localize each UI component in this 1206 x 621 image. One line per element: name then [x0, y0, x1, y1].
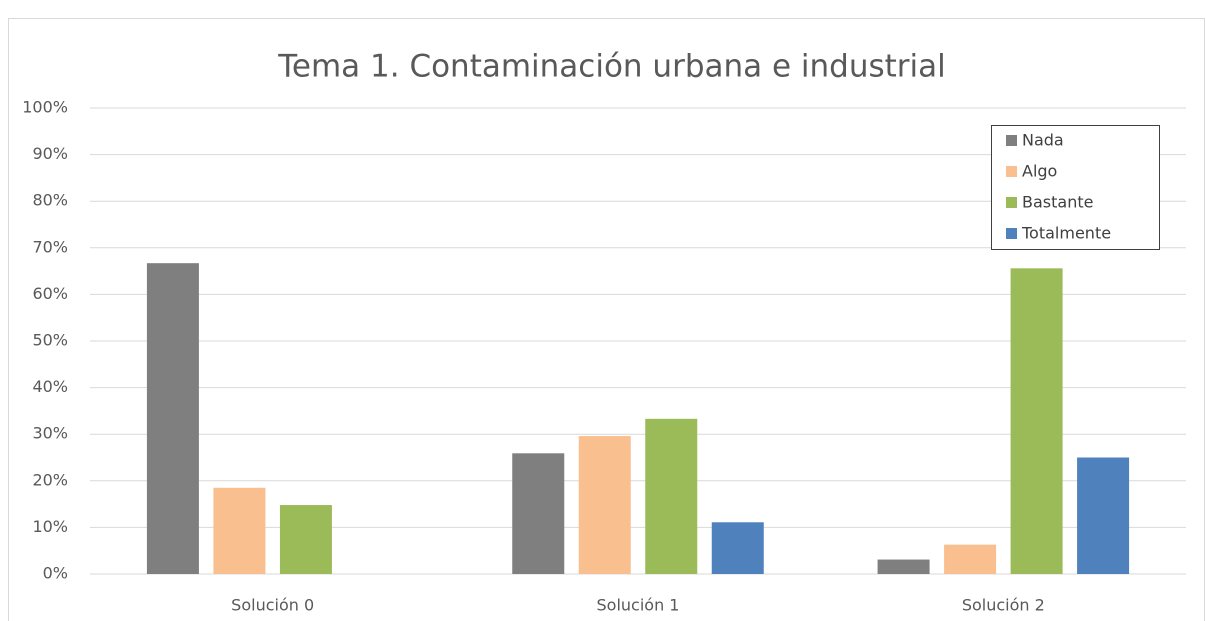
- bar: [146, 263, 199, 574]
- bar: [711, 522, 764, 574]
- legend-label: Algo: [1022, 162, 1057, 181]
- bar: [944, 544, 997, 574]
- y-tick-label: 90%: [32, 144, 68, 163]
- bar: [1010, 268, 1063, 574]
- y-tick-label: 70%: [32, 237, 68, 256]
- legend-swatch: [1006, 166, 1017, 177]
- legend-swatch: [1006, 135, 1017, 146]
- y-tick-label: 30%: [32, 424, 68, 443]
- x-tick-label: Solución 2: [962, 596, 1045, 615]
- y-tick-label: 40%: [32, 377, 68, 396]
- x-tick-label: Solución 0: [231, 596, 314, 615]
- y-tick-label: 50%: [32, 331, 68, 350]
- legend-box: [991, 125, 1160, 250]
- y-tick-label: 10%: [32, 517, 68, 536]
- y-tick-label: 0%: [43, 564, 68, 583]
- bar: [877, 559, 930, 574]
- bar: [645, 418, 698, 574]
- legend-label: Totalmente: [1021, 224, 1111, 243]
- bar: [279, 505, 332, 574]
- y-tick-label: 100%: [22, 98, 68, 117]
- y-tick-label: 80%: [32, 191, 68, 210]
- legend-swatch: [1006, 197, 1017, 208]
- bar: [1077, 457, 1130, 574]
- bar: [578, 436, 631, 574]
- legend-label: Nada: [1022, 131, 1064, 150]
- bar: [512, 453, 565, 574]
- legend-swatch: [1006, 228, 1017, 239]
- y-tick-label: 60%: [32, 284, 68, 303]
- legend-label: Bastante: [1022, 193, 1093, 212]
- bar: [213, 487, 266, 574]
- y-tick-label: 20%: [32, 470, 68, 489]
- x-tick-label: Solución 1: [597, 596, 680, 615]
- chart-title: Tema 1. Contaminación urbana e industria…: [277, 49, 946, 85]
